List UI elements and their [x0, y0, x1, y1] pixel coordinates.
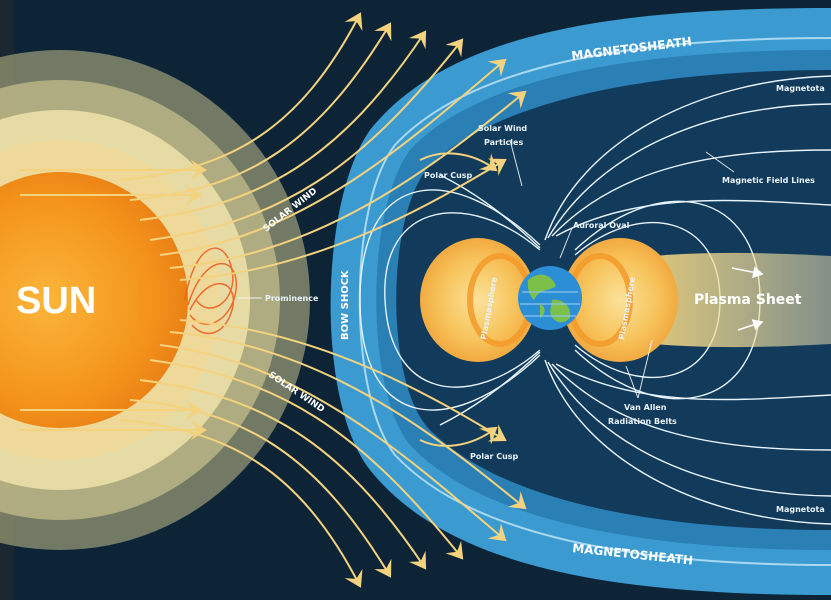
solar-wind-particles-label-1: Solar Wind [478, 124, 527, 133]
van-allen-label-2: Radiation Belts [608, 417, 677, 426]
earth-globe-icon [518, 266, 582, 330]
plasmasphere-right [562, 238, 678, 362]
magnetotail-top-label: Magnetota [776, 84, 825, 93]
polar-cusp-top-label: Polar Cusp [424, 171, 473, 180]
plasmasphere-left [420, 238, 536, 362]
plasma-sheet-arrows [731, 266, 764, 331]
magnetotail-bottom-label: Magnetota [776, 505, 825, 514]
polar-cusp-arrows [419, 152, 498, 447]
solar-wind-arrows [20, 12, 527, 588]
polar-cusp-bottom-label: Polar Cusp [470, 452, 519, 461]
prominence [184, 247, 237, 335]
sun-label: SUN [16, 280, 96, 322]
auroral-oval-label: Auroral Oval [573, 221, 630, 230]
plasma-sheet-label: Plasma Sheet [694, 292, 802, 308]
prominence-label: Prominence [265, 294, 319, 303]
bow-shock-label: BOW SHOCK [340, 269, 351, 340]
solar-wind-particles-label-2: Particles [484, 138, 523, 147]
leader-lines [238, 139, 735, 399]
sun [0, 50, 310, 550]
van-allen-label-1: Van Allen [624, 403, 667, 412]
magnetic-field-lines-label: Magnetic Field Lines [722, 176, 815, 185]
field-lines [359, 75, 831, 525]
